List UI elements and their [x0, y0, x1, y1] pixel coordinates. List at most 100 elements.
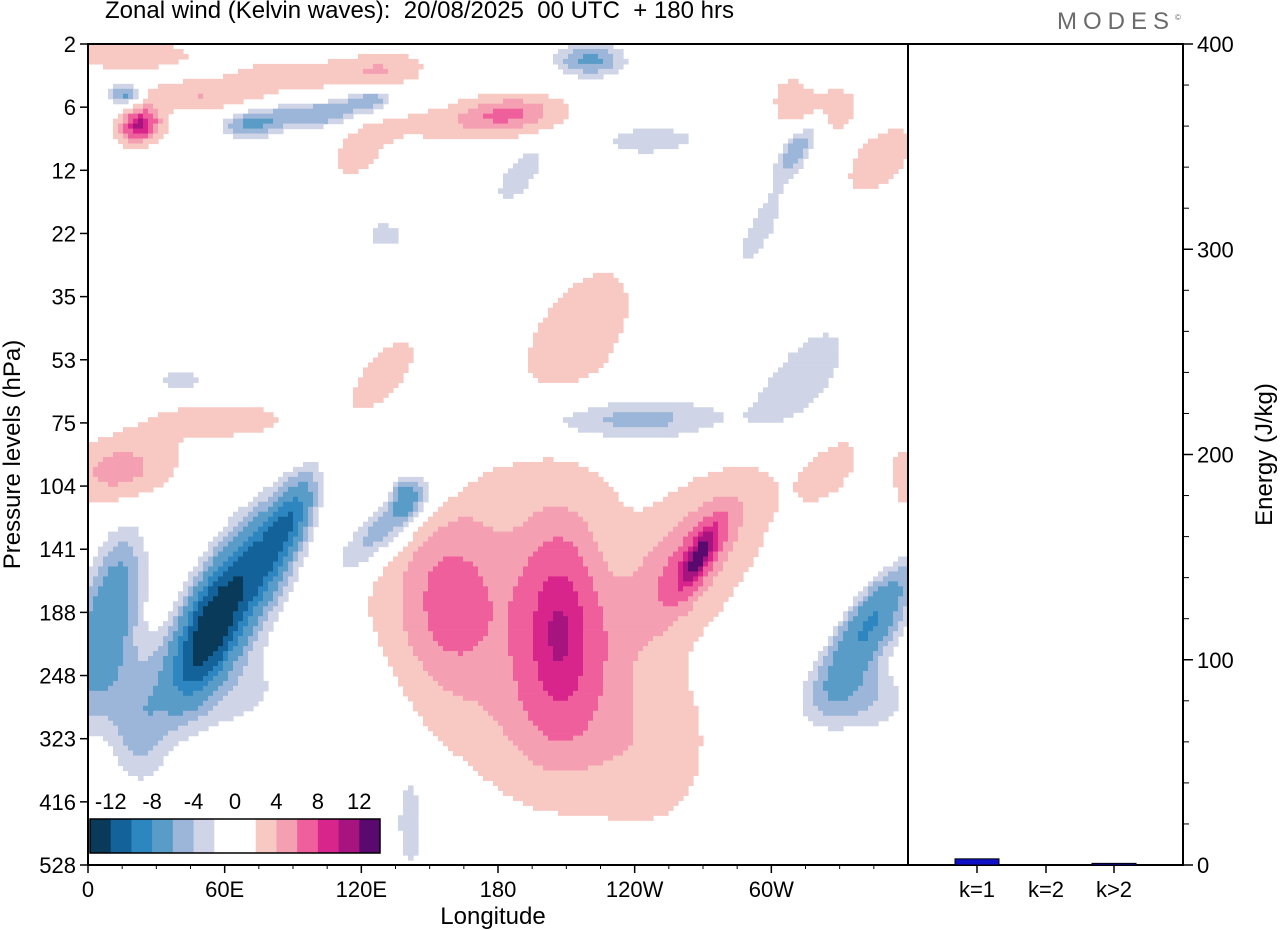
wind-cell [803, 690, 814, 697]
wind-cell [533, 720, 589, 727]
wind-cell [108, 536, 144, 543]
wind-cell [533, 551, 579, 558]
wind-cell [508, 606, 539, 612]
wind-cell [683, 576, 694, 582]
wind-cell [228, 626, 239, 632]
wind-cell [268, 586, 279, 592]
wind-cell [173, 675, 184, 682]
wind-cell [248, 616, 259, 622]
wind-cell [253, 606, 264, 612]
wind-cell [233, 660, 249, 667]
wind-cell [108, 481, 119, 488]
wind-cell [603, 660, 634, 667]
energy-tick-label: 0 [1197, 853, 1209, 878]
wind-cell [98, 551, 109, 558]
wind-cell [148, 133, 154, 140]
wind-cell [283, 501, 304, 508]
wind-cell [693, 551, 709, 558]
wind-cell [263, 576, 274, 582]
wind-cell [868, 138, 908, 145]
wind-cell [248, 660, 264, 667]
wind-cell [603, 626, 669, 632]
wind-cell [193, 581, 199, 587]
wind-cell [563, 656, 584, 662]
wind-cell [118, 113, 124, 120]
wind-cell [178, 621, 189, 627]
wind-cell [448, 103, 479, 110]
wind-cell [303, 516, 309, 523]
wind-cell [208, 581, 214, 587]
wind-cell [218, 670, 229, 677]
wind-cell [693, 591, 704, 597]
wind-cell [838, 641, 879, 647]
wind-cell [403, 596, 424, 602]
wind-cell [438, 526, 494, 533]
wind-cell [728, 556, 754, 563]
wind-cell [703, 581, 714, 587]
wind-cell [193, 576, 204, 582]
wind-cell [238, 546, 249, 553]
wind-cell [368, 516, 379, 523]
wind-cell [863, 675, 879, 682]
wind-cell [218, 646, 229, 652]
wind-cell [273, 491, 284, 498]
wind-cell [118, 123, 124, 130]
wind-cell [473, 646, 509, 652]
wind-cell [738, 496, 779, 503]
wind-cell [858, 153, 908, 160]
wind-cell [783, 158, 799, 165]
wind-cell [853, 616, 869, 622]
wind-cell [433, 675, 514, 682]
wind-cell [733, 541, 764, 548]
wind-cell [308, 521, 314, 528]
wind-cell [753, 223, 774, 229]
wind-cell [408, 695, 464, 702]
wind-cell [688, 481, 779, 488]
wind-cell [708, 471, 769, 478]
wind-cell [253, 641, 269, 647]
wind-cell [263, 536, 289, 543]
wind-cell [208, 656, 224, 662]
wind-cell [203, 93, 264, 100]
wind-cell [603, 611, 689, 617]
wind-cell [228, 521, 239, 528]
wind-cell [788, 138, 794, 145]
wind-cell [138, 571, 149, 578]
wind-cell [828, 641, 834, 647]
wind-cell [223, 641, 229, 647]
wind-cell [143, 108, 149, 115]
wind-cell [658, 591, 694, 597]
wind-cell [88, 730, 119, 737]
wind-cell [303, 461, 319, 468]
wind-cell [108, 88, 114, 95]
wind-cell [883, 566, 899, 573]
wind-cell [778, 93, 854, 100]
wind-cell [213, 651, 224, 657]
wind-cell [728, 526, 739, 533]
wind-cell [538, 725, 589, 732]
wind-cell [88, 586, 99, 592]
wind-cell [348, 98, 384, 105]
wind-cell [313, 511, 319, 518]
wind-cell [223, 651, 229, 657]
wind-cell [258, 601, 269, 607]
wind-cell [128, 596, 139, 602]
wind-cell [873, 576, 884, 582]
wind-cell [283, 586, 294, 592]
wind-cell [388, 660, 424, 667]
wind-cell [233, 561, 274, 568]
wind-cell [533, 616, 554, 622]
colorbar-swatch [214, 819, 236, 853]
wind-cell [133, 750, 149, 757]
wind-cell [448, 745, 519, 752]
wind-cell [513, 596, 539, 602]
wind-cell [838, 631, 844, 637]
wind-cell [243, 118, 274, 125]
wind-cell [423, 665, 514, 672]
wind-cell [898, 491, 908, 498]
wind-cell [303, 511, 309, 518]
wind-cell [238, 680, 269, 687]
colorbar-swatch [359, 819, 381, 853]
wind-cell [438, 506, 544, 513]
wind-cell [673, 551, 684, 558]
